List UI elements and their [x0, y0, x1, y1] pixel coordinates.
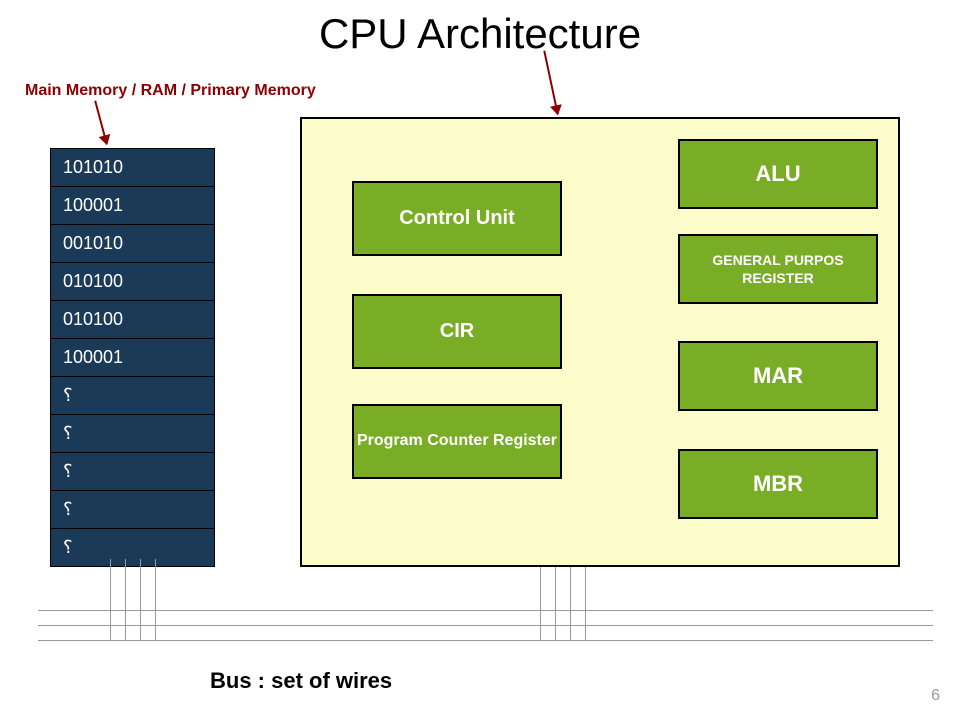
- page-title: CPU Architecture: [319, 10, 641, 58]
- control-unit-block: Control Unit: [352, 181, 562, 256]
- bus-wire: [155, 559, 156, 640]
- pcr-block: Program Counter Register: [352, 404, 562, 479]
- cpu-container: Control Unit CIR Program Counter Registe…: [300, 117, 900, 567]
- bus-wire: [555, 567, 556, 640]
- memory-cell: 100001: [51, 187, 215, 225]
- gpr-block: GENERAL PURPOS REGISTER: [678, 234, 878, 304]
- memory-cell: 101010: [51, 149, 215, 187]
- cir-block: CIR: [352, 294, 562, 369]
- memory-cell: ؟: [51, 529, 215, 567]
- memory-cell: ؟: [51, 491, 215, 529]
- mar-block: MAR: [678, 341, 878, 411]
- memory-cell: 001010: [51, 225, 215, 263]
- alu-block: ALU: [678, 139, 878, 209]
- arrow-to-memory: [94, 101, 108, 145]
- bus-wire: [570, 567, 571, 640]
- memory-cell: 010100: [51, 301, 215, 339]
- bus-wire: [110, 559, 111, 640]
- arrow-to-cpu: [543, 51, 558, 115]
- memory-cell: ؟: [51, 377, 215, 415]
- page-number: 6: [931, 687, 940, 705]
- memory-cell: ؟: [51, 453, 215, 491]
- bus-label: Bus : set of wires: [210, 668, 392, 694]
- bus-wire: [140, 559, 141, 640]
- memory-cell: ؟: [51, 415, 215, 453]
- bus-wire: [125, 559, 126, 640]
- memory-cell: 100001: [51, 339, 215, 377]
- memory-table: 101010100001001010010100010100100001؟؟؟؟…: [50, 148, 215, 567]
- mbr-block: MBR: [678, 449, 878, 519]
- memory-label: Main Memory / RAM / Primary Memory: [25, 82, 316, 100]
- memory-cell: 010100: [51, 263, 215, 301]
- bus-line-1: [38, 610, 933, 611]
- bus-line-2: [38, 625, 933, 626]
- bus-wire: [540, 567, 541, 640]
- bus-wire: [585, 567, 586, 640]
- bus-line-3: [38, 640, 933, 641]
